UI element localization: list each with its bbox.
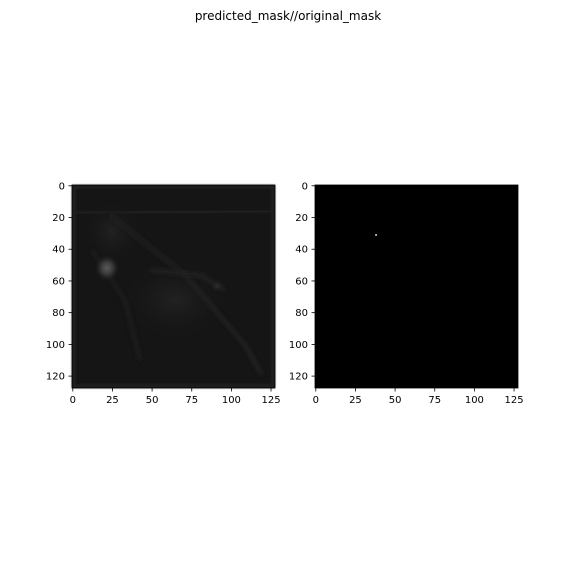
predicted-mask-axes: 0 25 50 75 100 125 0 20 40 60 80 100 120	[46, 181, 281, 406]
predicted-mask-ytick-label: 40	[52, 245, 65, 256]
predicted-mask-xtick-label: 75	[185, 395, 198, 406]
predicted-mask-ytick-label: 60	[52, 276, 65, 287]
predicted-mask-xtick-label: 125	[261, 395, 280, 406]
predicted-mask-ytick-label: 120	[46, 372, 65, 383]
original-mask-axes: 0 25 50 75 100 125 0 20 40 60 80 100 120	[289, 181, 524, 406]
predicted-mask-xtick-label: 50	[146, 395, 159, 406]
original-mask-xtick-label: 25	[349, 395, 362, 406]
original-mask-ytick-label: 120	[289, 372, 308, 383]
original-mask-frame	[314, 184, 519, 389]
predicted-mask-ytick-label: 100	[46, 340, 65, 351]
original-mask-ytick-label: 60	[295, 276, 308, 287]
original-mask-pixels	[375, 234, 377, 236]
original-mask-bright-pixel	[375, 234, 377, 236]
original-mask-xtick-label: 125	[504, 395, 523, 406]
predicted-mask-ytick-label: 20	[52, 213, 65, 224]
original-mask-ticks: 0 25 50 75 100 125 0 20 40 60 80 100 120	[289, 181, 524, 406]
predicted-mask-xtick-label: 0	[70, 395, 76, 406]
original-mask-ytick-label: 0	[302, 181, 308, 192]
predicted-mask-border-glow	[72, 185, 275, 388]
predicted-mask-bright-blob	[94, 254, 120, 282]
original-mask-xtick-label: 75	[428, 395, 441, 406]
original-mask-xtick-label: 0	[313, 395, 319, 406]
original-mask-ytick-label: 40	[295, 245, 308, 256]
original-mask-xtick-label: 50	[389, 395, 402, 406]
predicted-mask-frame	[71, 184, 276, 389]
original-mask-ytick-label: 20	[295, 213, 308, 224]
original-mask-background	[315, 185, 518, 388]
original-mask-image	[315, 185, 518, 388]
predicted-mask-xtick-label: 100	[222, 395, 241, 406]
predicted-mask-ytick-label: 80	[52, 308, 65, 319]
original-mask-ytick-label: 100	[289, 340, 308, 351]
predicted-mask-streak-1	[108, 213, 264, 376]
original-mask-ytick-label: 80	[295, 308, 308, 319]
predicted-mask-ticks: 0 25 50 75 100 125 0 20 40 60 80 100 120	[46, 181, 281, 406]
figure-suptitle: predicted_mask//original_mask	[194, 9, 382, 23]
predicted-mask-xtick-label: 25	[106, 395, 119, 406]
predicted-mask-faint-blob	[209, 279, 225, 293]
predicted-mask-haze-1	[80, 198, 144, 266]
predicted-mask-image	[72, 185, 275, 388]
predicted-mask-ytick-label: 0	[59, 181, 65, 192]
original-mask-xtick-label: 100	[465, 395, 484, 406]
